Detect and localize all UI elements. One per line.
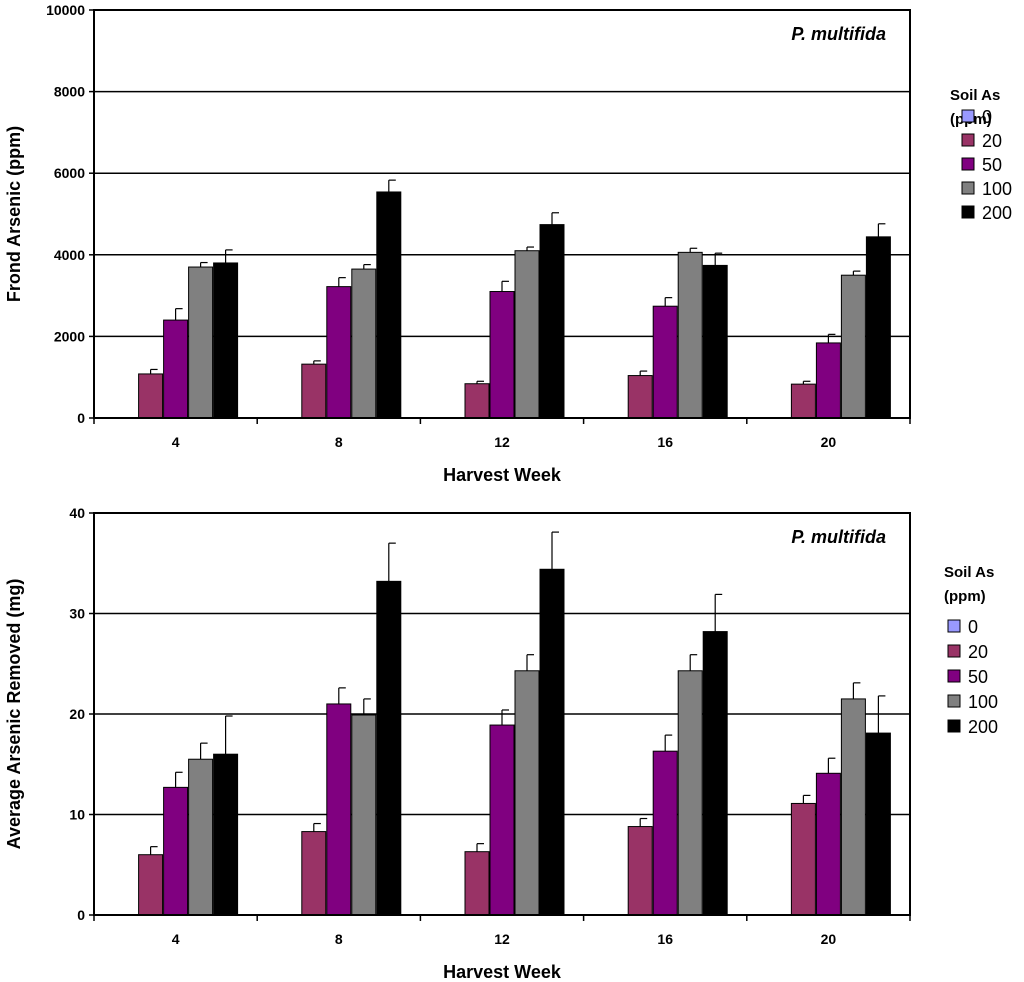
legend-swatch-100	[961, 181, 975, 195]
y-axis-title: Frond Arsenic (ppm)	[4, 126, 24, 302]
legend-label-0: 0	[968, 617, 978, 637]
x-tick-label: 16	[657, 931, 673, 947]
bar-50-week-16	[652, 750, 678, 916]
legend-swatch-0	[947, 619, 961, 633]
legend-title-line1: Soil As	[950, 87, 1000, 104]
legend-title-line2: (ppm)	[944, 588, 986, 605]
y-tick-label: 8000	[54, 84, 85, 100]
bar-200-week-20	[865, 236, 891, 419]
bar-50-week-4	[163, 319, 189, 419]
legend-swatch-20	[961, 133, 975, 147]
legend-label-200: 200	[982, 203, 1012, 223]
bar-100-week-8	[351, 268, 377, 419]
legend-swatch-100	[947, 694, 961, 708]
bar-20-week-12	[464, 851, 490, 916]
bar-20-week-8	[301, 831, 327, 916]
bar-20-week-4	[138, 854, 164, 916]
legend-swatch-0	[961, 109, 975, 123]
y-tick-label: 10	[69, 807, 85, 823]
bar-200-week-20	[865, 732, 891, 916]
legend-swatch-200	[961, 205, 975, 219]
bar-200-week-4	[213, 262, 239, 419]
chart-2: 0 10 20 30 40 4 8 12 16 20 Harvest Week Average Ars…	[4, 505, 998, 982]
bar-100-week-8	[351, 714, 377, 916]
bar-50-week-4	[163, 786, 189, 916]
bar-200-week-8	[376, 580, 402, 916]
bar-50-week-8	[326, 703, 352, 916]
bar-20-week-16	[627, 375, 653, 419]
y-tick-label: 4000	[54, 247, 85, 263]
x-axis-title: Harvest Week	[443, 465, 562, 485]
bar-100-week-4	[188, 758, 214, 916]
y-tick-label: 40	[69, 505, 85, 521]
chart-title: P. multifida	[791, 24, 886, 44]
bar-50-week-8	[326, 286, 352, 419]
bar-20-week-20	[790, 383, 816, 419]
x-tick-label: 12	[494, 931, 510, 947]
legend-label-100: 100	[968, 692, 998, 712]
legend-title-line1: Soil As	[944, 564, 994, 581]
legend-swatch-20	[947, 644, 961, 658]
legend-swatch-50	[947, 669, 961, 683]
bar-100-week-12	[514, 670, 540, 916]
legend-label-20: 20	[968, 642, 988, 662]
x-tick-label: 8	[335, 434, 343, 450]
x-tick-label: 8	[335, 931, 343, 947]
x-axis-title: Harvest Week	[443, 962, 562, 982]
bar-100-week-16	[677, 670, 703, 916]
y-tick-label: 30	[69, 606, 85, 622]
y-tick-label: 6000	[54, 165, 85, 181]
y-tick-label: 10000	[46, 2, 85, 18]
bar-200-week-4	[213, 753, 239, 916]
y-tick-label: 0	[77, 907, 85, 923]
bar-200-week-16	[702, 631, 728, 916]
bar-100-week-4	[188, 266, 214, 419]
bar-100-week-12	[514, 250, 540, 419]
bar-20-week-4	[138, 373, 164, 419]
legend-swatch-50	[961, 157, 975, 171]
bar-200-week-12	[539, 224, 565, 419]
legend-label-20: 20	[982, 131, 1002, 151]
bar-50-week-20	[815, 772, 841, 916]
legend-swatch-200	[947, 719, 961, 733]
y-axis-title: Average Arsenic Removed (mg)	[4, 579, 24, 850]
bar-20-week-12	[464, 383, 490, 419]
x-tick-label: 12	[494, 434, 510, 450]
legend-label-100: 100	[982, 179, 1012, 199]
bar-200-week-8	[376, 191, 402, 419]
bar-200-week-16	[702, 264, 728, 419]
bar-100-week-20	[840, 274, 866, 419]
plot-border	[93, 9, 911, 419]
bar-20-week-20	[790, 802, 816, 916]
plot-border	[93, 512, 911, 916]
x-tick-label: 16	[657, 434, 673, 450]
legend-label-200: 200	[968, 717, 998, 737]
bar-50-week-20	[815, 342, 841, 419]
bar-20-week-16	[627, 826, 653, 916]
legend-label-0: 0	[982, 107, 992, 127]
bar-100-week-20	[840, 698, 866, 916]
y-tick-label: 2000	[54, 328, 85, 344]
chart-title: P. multifida	[791, 527, 886, 547]
legend: Soil As (ppm) 0 20 50 100 200	[944, 564, 998, 737]
bar-200-week-12	[539, 568, 565, 916]
bar-50-week-16	[652, 305, 678, 419]
bar-50-week-12	[489, 724, 515, 916]
x-tick-label: 20	[821, 434, 837, 450]
legend-label-50: 50	[982, 155, 1002, 175]
y-tick-label: 0	[77, 410, 85, 426]
bar-50-week-12	[489, 291, 515, 419]
x-tick-label: 20	[821, 931, 837, 947]
bar-100-week-16	[677, 251, 703, 419]
bar-20-week-8	[301, 363, 327, 419]
x-tick-label: 4	[172, 931, 180, 947]
legend-label-50: 50	[968, 667, 988, 687]
y-tick-label: 20	[69, 706, 85, 722]
x-tick-label: 4	[172, 434, 180, 450]
